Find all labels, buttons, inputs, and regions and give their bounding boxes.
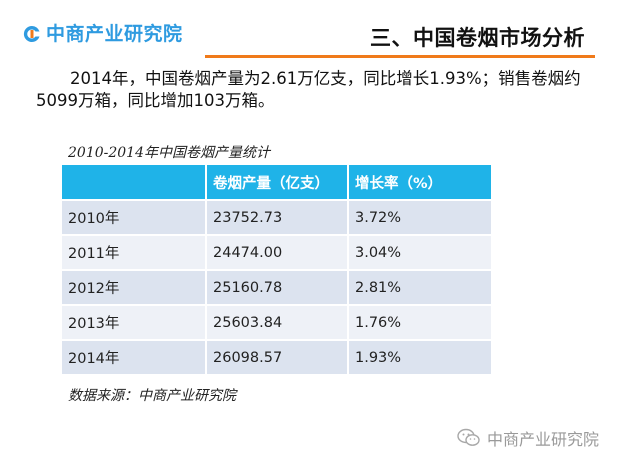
logo-text: 中商产业研究院	[46, 23, 183, 45]
cell-output: 23752.73	[205, 199, 347, 234]
logo: 中商产业研究院	[22, 24, 183, 44]
wechat-icon	[457, 428, 480, 446]
column-header-year	[62, 165, 205, 199]
cell-output: 25160.78	[205, 269, 347, 304]
cell-output: 25603.84	[205, 304, 347, 339]
column-header-growth: 增长率（%）	[347, 165, 491, 199]
cell-year: 2013年	[62, 304, 205, 339]
cell-year: 2012年	[62, 269, 205, 304]
cell-year: 2014年	[62, 339, 205, 374]
summary-paragraph: 2014年，中国卷烟产量为2.61万亿支，同比增长1.93%；销售卷烟约5099…	[36, 69, 581, 110]
header: 中商产业研究院 三、中国卷烟市场分析	[0, 0, 619, 60]
cell-growth: 3.72%	[347, 199, 491, 234]
cell-growth: 1.76%	[347, 304, 491, 339]
watermark: 中商产业研究院	[457, 426, 599, 450]
production-table: 卷烟产量（亿支） 增长率（%） 2010年 23752.73 3.72% 201…	[62, 165, 491, 374]
table-caption: 2010-2014年中国卷烟产量统计	[68, 145, 270, 161]
cell-growth: 3.04%	[347, 234, 491, 269]
table-header-row: 卷烟产量（亿支） 增长率（%）	[62, 165, 491, 199]
cell-output: 26098.57	[205, 339, 347, 374]
watermark-text: 中商产业研究院	[486, 430, 599, 449]
column-header-output: 卷烟产量（亿支）	[205, 165, 347, 199]
table-row: 2012年 25160.78 2.81%	[62, 269, 491, 304]
table-row: 2014年 26098.57 1.93%	[62, 339, 491, 374]
cell-year: 2011年	[62, 234, 205, 269]
cell-growth: 1.93%	[347, 339, 491, 374]
cell-year: 2010年	[62, 199, 205, 234]
section-title: 三、中国卷烟市场分析	[370, 26, 585, 50]
cell-growth: 2.81%	[347, 269, 491, 304]
data-source: 数据来源：中商产业研究院	[68, 388, 236, 404]
table-row: 2010年 23752.73 3.72%	[62, 199, 491, 234]
cell-output: 24474.00	[205, 234, 347, 269]
logo-icon	[23, 25, 40, 42]
table-row: 2011年 24474.00 3.04%	[62, 234, 491, 269]
header-divider	[205, 55, 595, 58]
table-row: 2013年 25603.84 1.76%	[62, 304, 491, 339]
